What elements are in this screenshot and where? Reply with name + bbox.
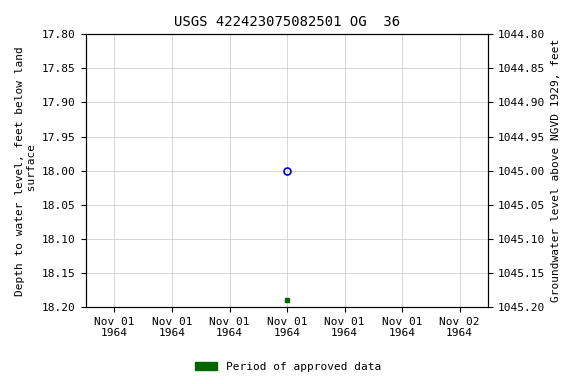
Legend: Period of approved data: Period of approved data (191, 358, 385, 377)
Y-axis label: Depth to water level, feet below land
 surface: Depth to water level, feet below land su… (15, 46, 37, 296)
Y-axis label: Groundwater level above NGVD 1929, feet: Groundwater level above NGVD 1929, feet (551, 39, 561, 302)
Title: USGS 422423075082501 OG  36: USGS 422423075082501 OG 36 (174, 15, 400, 29)
